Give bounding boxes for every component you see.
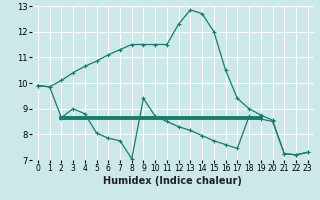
X-axis label: Humidex (Indice chaleur): Humidex (Indice chaleur): [103, 176, 242, 186]
